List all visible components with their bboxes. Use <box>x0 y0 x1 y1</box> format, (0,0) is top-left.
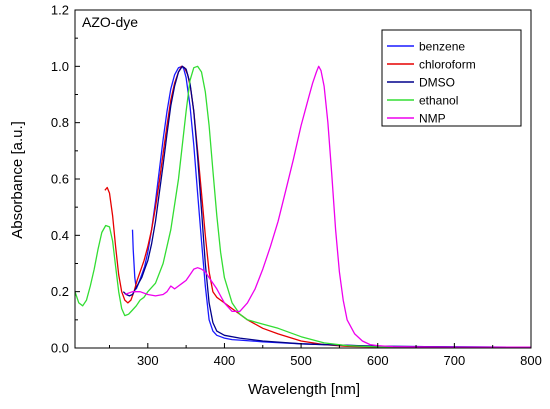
y-tick-label: 0.8 <box>51 115 69 130</box>
series-layer <box>74 65 532 349</box>
x-tick-label: 500 <box>290 353 312 368</box>
y-axis-label: Absorbance [a.u.] <box>9 121 26 239</box>
series-line-nmp <box>124 65 531 348</box>
legend: benzene chloroform DMSO ethanol NMP <box>381 29 522 127</box>
y-tick-label: 0.0 <box>51 341 69 356</box>
axis-layer: 0.0 0.2 0.4 0.6 0.8 1.0 1.2 300 400 500 600 700 800 <box>51 3 542 369</box>
legend-label: DMSO <box>419 76 455 90</box>
legend-label: ethanol <box>419 94 458 108</box>
y-tick-label: 1.2 <box>51 3 69 18</box>
x-tick-label: 800 <box>520 353 542 368</box>
series-line-ethanol <box>74 65 532 349</box>
x-tick-label: 300 <box>137 353 159 368</box>
x-axis-label: Wavelength [nm] <box>248 381 360 398</box>
y-tick-label: 0.4 <box>51 228 69 243</box>
series-line-dmso <box>122 65 532 348</box>
chart-annotation: AZO-dye <box>82 14 138 30</box>
legend-label: chloroform <box>419 58 476 72</box>
x-tick-label: 400 <box>214 353 236 368</box>
x-tick-label: 600 <box>367 353 389 368</box>
legend-label: NMP <box>419 112 446 126</box>
legend-label: benzene <box>419 40 465 54</box>
y-tick-label: 1.0 <box>51 59 69 74</box>
y-tick-label: 0.2 <box>51 284 69 299</box>
x-tick-label: 700 <box>444 353 466 368</box>
series-line-benzene <box>131 65 532 348</box>
y-tick-label: 0.6 <box>51 172 69 187</box>
